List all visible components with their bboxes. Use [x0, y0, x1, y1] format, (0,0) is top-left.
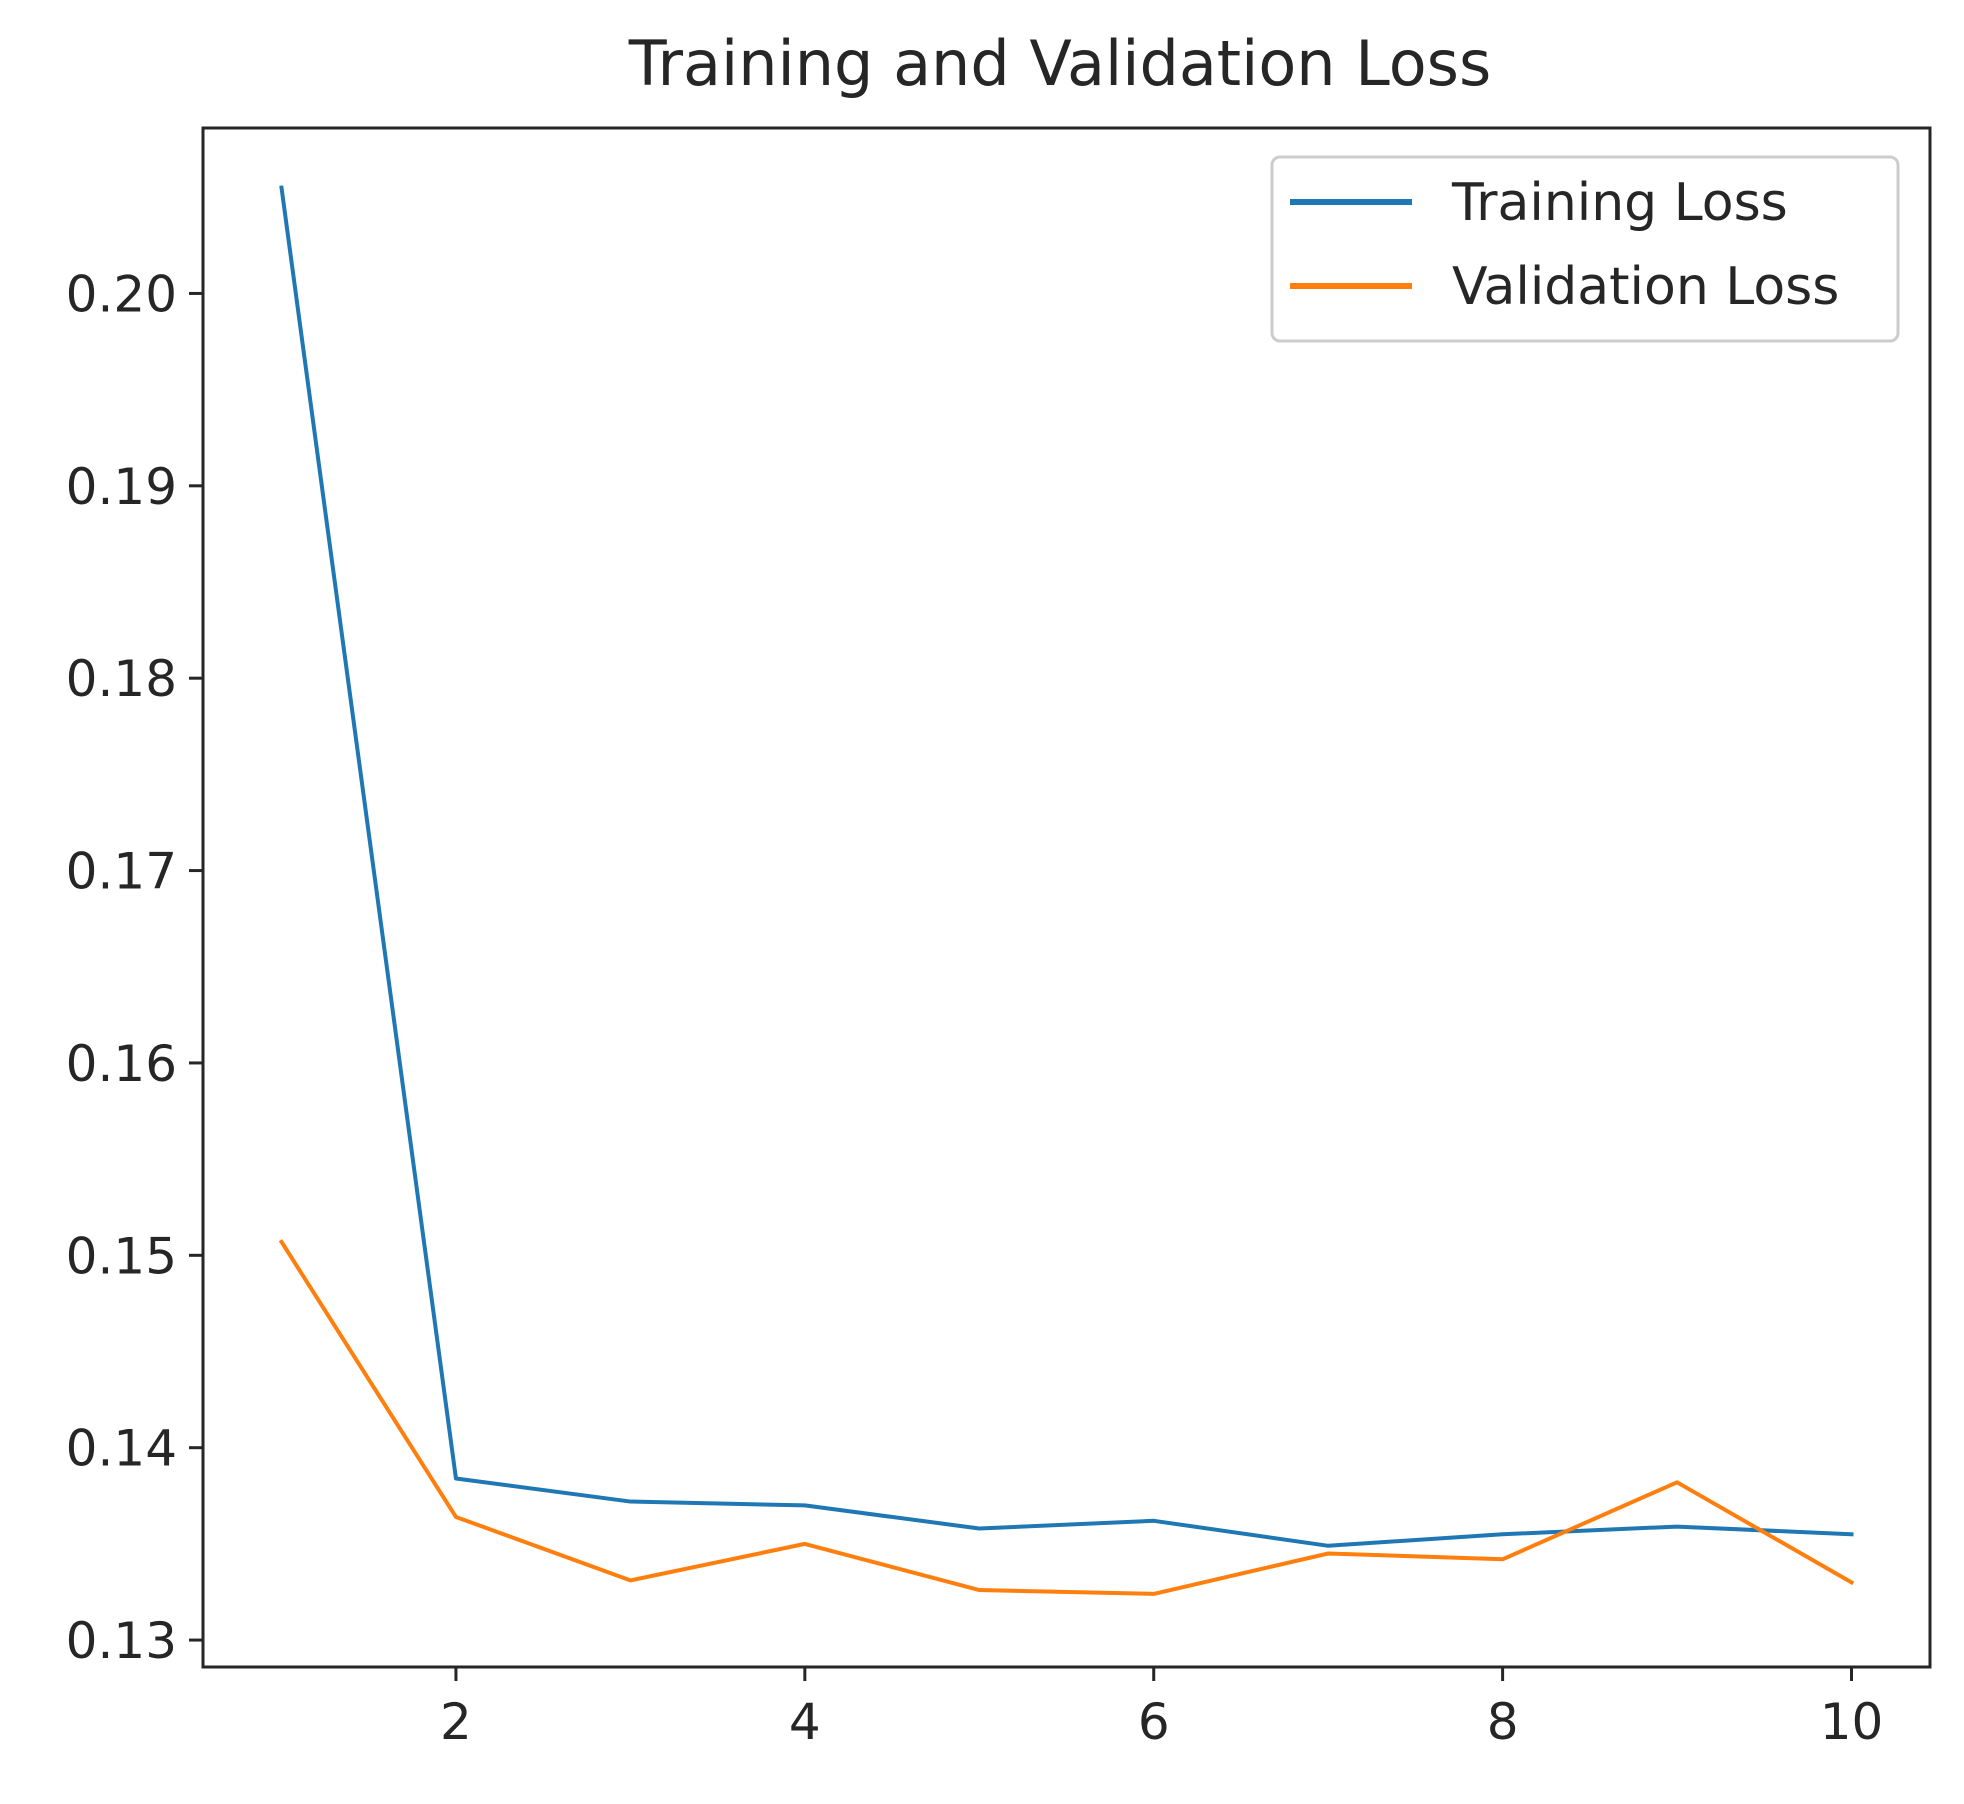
legend-box: [1270, 155, 1900, 343]
y-tick-label: 0.16: [66, 1035, 177, 1093]
y-tick-label: 0.17: [66, 843, 177, 901]
y-tick-label: 0.13: [66, 1612, 177, 1670]
y-tick-label: 0.14: [66, 1420, 177, 1478]
legend-label: Validation Loss: [1452, 257, 1839, 317]
legend-label: Training Loss: [1451, 173, 1788, 233]
y-tick-label: 0.18: [66, 650, 177, 708]
legend: Training Loss Validation Loss: [1270, 155, 1900, 343]
chart-title: Training and Validation Loss: [628, 27, 1492, 100]
y-tick-label: 0.15: [66, 1227, 177, 1285]
plot-frame: [201, 126, 1932, 1669]
x-axis: 2 4 6 8 10: [440, 1667, 1883, 1751]
series-line-training-loss: [279, 185, 1854, 1548]
series-line-validation-loss: [278, 1239, 1855, 1596]
x-tick-label: 6: [1138, 1693, 1170, 1751]
x-tick-label: 8: [1487, 1693, 1519, 1751]
data-series: [278, 185, 1855, 1596]
x-tick-label: 10: [1820, 1693, 1884, 1751]
plot-area: [201, 126, 1932, 1669]
x-tick-label: 4: [789, 1693, 821, 1751]
x-tick-label: 2: [440, 1693, 472, 1751]
y-axis: 0.13 0.14 0.15 0.16 0.17 0.18 0.19 0.20: [66, 265, 203, 1670]
y-tick-label: 0.19: [66, 458, 177, 516]
y-tick-label: 0.20: [66, 265, 177, 323]
